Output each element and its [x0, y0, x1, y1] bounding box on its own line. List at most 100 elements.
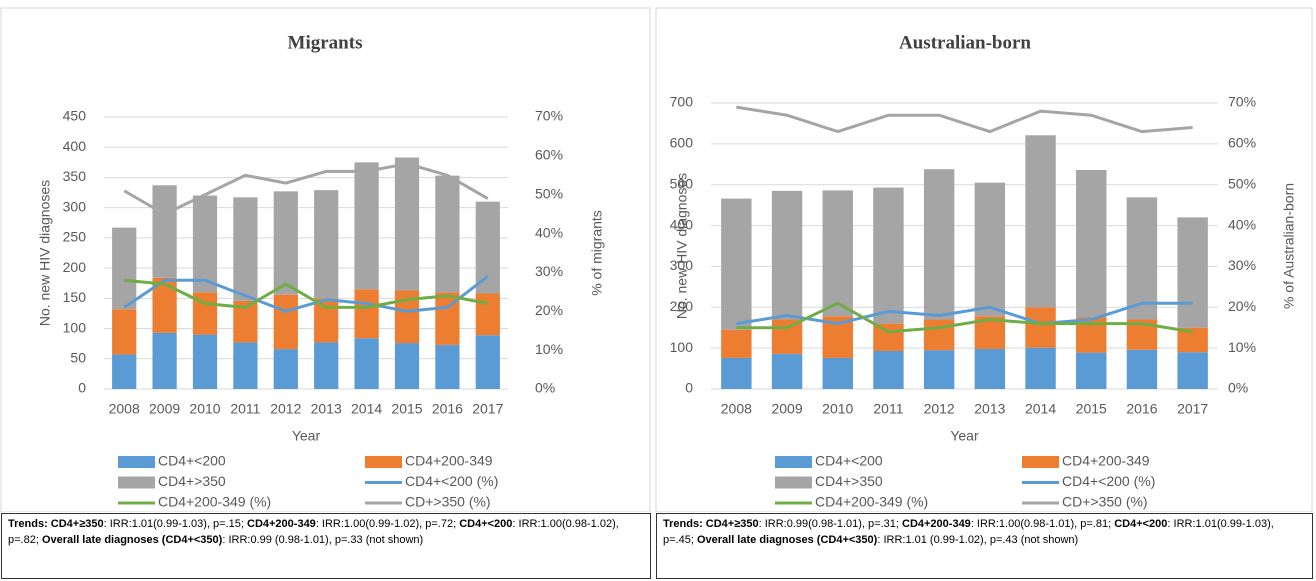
- line: [736, 105, 1193, 134]
- bar: [354, 289, 379, 339]
- x-tick-label: 2011: [873, 401, 903, 417]
- legend-swatch: [118, 476, 155, 489]
- x-tick-label: 2017: [472, 401, 503, 417]
- note-text: : IRR:1.00(0.98-1.02), p=.82;: [8, 518, 619, 546]
- bar: [233, 197, 258, 301]
- y2-tick-label: 40%: [1228, 216, 1256, 232]
- legend-label: CD4+<200: [815, 453, 883, 469]
- bar: [192, 195, 218, 293]
- line: [123, 275, 489, 313]
- chart-title: Australian-born: [899, 32, 1031, 53]
- y-axis-title: No. new HIV diagnoses: [37, 180, 53, 326]
- y-tick-label: 300: [63, 198, 87, 214]
- bar: [192, 334, 218, 389]
- bar: [152, 185, 177, 278]
- y2-tick-label: 0%: [1228, 380, 1248, 396]
- y2-axis-title: % of migrants: [589, 210, 605, 296]
- y-tick-label: 600: [670, 135, 694, 151]
- x-tick-label: 2010: [189, 401, 220, 417]
- y2-tick-label: 30%: [1228, 257, 1256, 273]
- panel-frame: [655, 7, 1313, 512]
- note-text: Overall late diagnoses (CD4+<350): [41, 534, 223, 546]
- x-tick-label: 2013: [974, 401, 1005, 417]
- bar: [822, 190, 853, 317]
- legend-swatch: [118, 456, 155, 468]
- bar: [475, 201, 500, 294]
- y-tick-label: 450: [63, 108, 87, 124]
- note-text: : IRR:1.01(0.99-1.03), p=.15;: [103, 518, 247, 530]
- bar: [394, 157, 420, 291]
- x-tick-label: 2013: [311, 401, 342, 417]
- bar: [974, 348, 1006, 389]
- bar: [314, 298, 339, 343]
- bar: [233, 342, 258, 389]
- x-tick-label: 2015: [391, 401, 422, 417]
- y2-tick-label: 70%: [1228, 94, 1256, 110]
- note-text: Trends: CD4+≥350: [8, 518, 104, 530]
- bar: [822, 357, 853, 389]
- y2-tick-label: 10%: [1228, 339, 1256, 355]
- note-text: : IRR:0.99 (0.98-1.01), p=.33 (not shown…: [222, 534, 424, 546]
- bar: [873, 323, 904, 352]
- legend-swatch: [365, 456, 402, 468]
- legend-label: CD4+<200 (%): [405, 473, 498, 489]
- note-text: : IRR:0.99(0.98-1.01), p=.31;: [758, 518, 902, 530]
- bar: [273, 294, 298, 350]
- y2-tick-label: 0%: [535, 380, 555, 396]
- legend-swatch: [775, 456, 812, 468]
- bar: [923, 319, 955, 351]
- line: [736, 301, 1193, 326]
- chart-title: Migrants: [288, 32, 363, 53]
- bar: [771, 319, 803, 354]
- bar: [923, 169, 955, 320]
- x-tick-label: 2012: [924, 401, 955, 417]
- note-text: CD4+200-349: [902, 518, 971, 530]
- y-tick-label: 50: [70, 349, 86, 365]
- bar: [314, 190, 339, 299]
- bar: [435, 344, 460, 389]
- y2-tick-label: 60%: [1228, 135, 1256, 151]
- legend-label: CD+>350 (%): [405, 494, 491, 510]
- y2-tick-label: 40%: [535, 224, 563, 240]
- bar: [721, 329, 752, 358]
- bar: [923, 350, 955, 389]
- y-tick-label: 200: [63, 259, 87, 275]
- legend-swatch: [775, 476, 812, 489]
- note-text: : IRR:1.00(0.99-1.02), p=.72;: [315, 518, 460, 530]
- y-tick-label: 500: [670, 175, 694, 191]
- bar: [721, 198, 752, 330]
- bar: [974, 182, 1006, 317]
- y-tick-label: 700: [670, 94, 694, 110]
- y2-tick-label: 60%: [535, 147, 563, 163]
- bar: [1177, 217, 1208, 328]
- x-tick-label: 2017: [1177, 401, 1208, 417]
- note-text: Overall late diagnoses (CD4+<350): [696, 534, 878, 546]
- x-tick-label: 2008: [109, 401, 140, 417]
- charts: Migrants 0 50 100 150 200 250 300 350 400 450 0% 10%…: [0, 7, 1313, 512]
- legend-label: CD4+<200 (%): [1062, 473, 1155, 489]
- bar: [273, 349, 298, 389]
- y2-tick-label: 50%: [1228, 175, 1256, 191]
- x-axis-title: Year: [292, 428, 321, 444]
- y-tick-label: 200: [670, 298, 694, 314]
- x-tick-label: 2015: [1076, 401, 1107, 417]
- note-text: CD4+<200: [1114, 518, 1168, 530]
- x-tick-label: 2011: [230, 401, 260, 417]
- legend-label: CD4+>350: [158, 473, 226, 489]
- x-tick-label: 2009: [149, 401, 180, 417]
- y-tick-label: 0: [685, 380, 693, 396]
- legend-label: CD4+200-349: [405, 453, 493, 469]
- y2-tick-label: 70%: [535, 108, 563, 124]
- y2-tick-label: 30%: [535, 263, 563, 279]
- bar: [1177, 352, 1208, 389]
- bar: [1025, 347, 1056, 389]
- x-tick-label: 2014: [1025, 401, 1056, 417]
- bar: [1126, 349, 1158, 389]
- bar: [273, 191, 298, 295]
- bar: [873, 187, 904, 324]
- y-tick-label: 150: [63, 289, 87, 305]
- line: [123, 162, 489, 216]
- legend-label: CD+>350 (%): [1062, 494, 1148, 510]
- legend-swatch: [1022, 456, 1059, 468]
